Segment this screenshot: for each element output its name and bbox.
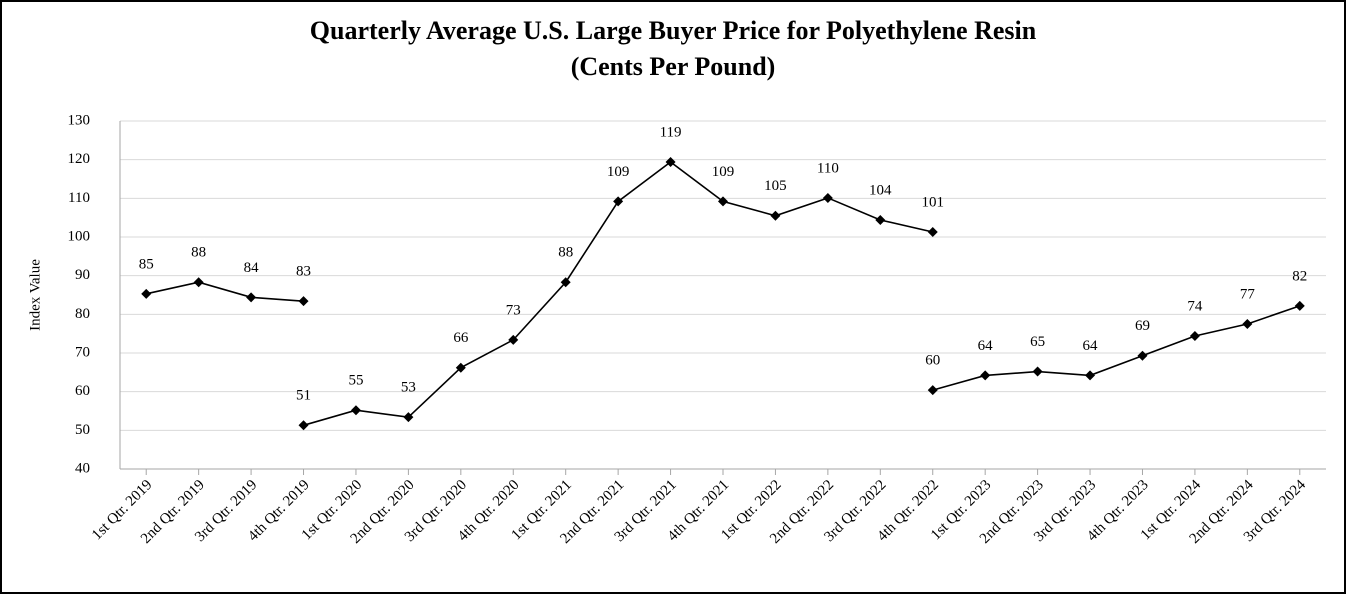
y-tick-label: 70 <box>75 344 90 360</box>
marker <box>403 412 414 423</box>
marker <box>1085 370 1096 381</box>
data-label: 74 <box>1187 298 1203 314</box>
marker <box>560 277 571 288</box>
chart-subtitle: (Cents Per Pound) <box>571 52 776 81</box>
data-label: 83 <box>296 264 311 280</box>
marker <box>770 210 781 221</box>
marker <box>875 214 886 225</box>
data-label: 69 <box>1135 318 1150 334</box>
marker <box>246 292 257 303</box>
y-tick-label: 110 <box>68 190 90 206</box>
data-label: 53 <box>401 380 416 396</box>
data-label: 110 <box>817 160 839 176</box>
y-tick-label: 40 <box>75 460 90 476</box>
y-axis-label: Index Value <box>27 259 43 331</box>
series-line <box>932 305 1301 391</box>
y-tick-label: 80 <box>75 306 90 322</box>
marker <box>1294 300 1305 311</box>
data-label: 77 <box>1240 286 1256 302</box>
data-label: 109 <box>607 164 630 180</box>
data-label: 104 <box>869 182 892 198</box>
marker <box>455 362 466 373</box>
data-label: 64 <box>978 338 994 354</box>
marker <box>1189 330 1200 341</box>
data-label: 119 <box>660 124 682 140</box>
data-label: 55 <box>348 373 363 389</box>
marker <box>927 226 938 237</box>
data-label: 65 <box>1030 334 1045 350</box>
marker <box>508 334 519 345</box>
marker <box>665 156 676 167</box>
y-tick-label: 130 <box>68 112 91 128</box>
data-label: 85 <box>139 256 154 272</box>
data-label: 51 <box>296 388 311 404</box>
data-label: 60 <box>925 353 940 369</box>
data-label: 73 <box>506 302 521 318</box>
marker <box>1032 366 1043 377</box>
data-label: 88 <box>558 245 573 261</box>
marker <box>822 192 833 203</box>
marker <box>1137 350 1148 361</box>
y-tick-label: 50 <box>75 422 90 438</box>
marker <box>298 296 309 307</box>
data-label: 64 <box>1083 338 1099 354</box>
y-tick-label: 120 <box>68 151 91 167</box>
y-tick-label: 100 <box>68 228 91 244</box>
marker <box>298 420 309 431</box>
marker <box>141 288 152 299</box>
marker <box>1242 319 1253 329</box>
data-label: 109 <box>712 164 735 180</box>
y-tick-label: 90 <box>75 267 90 283</box>
y-tick-label: 60 <box>75 383 90 399</box>
data-label: 82 <box>1292 268 1307 284</box>
marker <box>927 385 938 396</box>
marker <box>350 405 361 416</box>
marker <box>980 370 991 381</box>
chart-title: Quarterly Average U.S. Large Buyer Price… <box>310 16 1037 45</box>
data-label: 84 <box>244 260 260 276</box>
marker <box>613 196 624 207</box>
series-line <box>146 281 304 302</box>
data-label: 66 <box>453 330 469 346</box>
marker <box>193 277 204 288</box>
marker <box>718 196 728 207</box>
data-label: 105 <box>764 178 787 194</box>
data-label: 88 <box>191 245 206 261</box>
data-label: 101 <box>921 194 944 210</box>
